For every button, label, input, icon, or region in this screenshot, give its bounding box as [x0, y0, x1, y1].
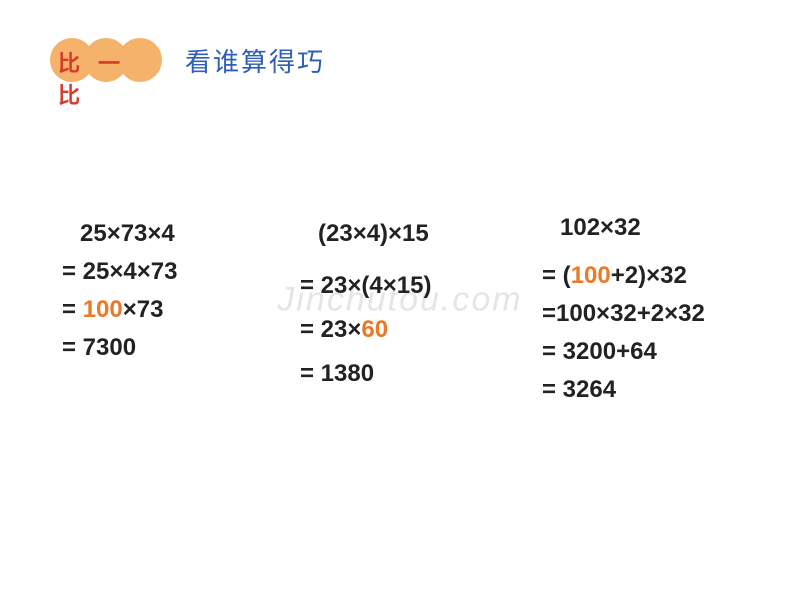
p1-l3-a: = [62, 296, 83, 323]
p3-l2-a: = ( [542, 262, 571, 289]
problem-3: 102×32 = (100+2)×32 =100×32+2×32 = 3200+… [542, 215, 772, 409]
p1-l3-highlight: 100 [83, 296, 123, 323]
p3-l2-highlight: 100 [571, 262, 611, 289]
badge-text: 比一比 [58, 46, 165, 110]
p3-line4: = 3200+64 [542, 333, 772, 371]
p2-line4: = 1380 [300, 355, 516, 393]
p2-l3-a: = 23× [300, 316, 361, 343]
p3-line5: = 3264 [542, 371, 772, 409]
header-row: 比一比 看谁算得巧 [50, 38, 325, 82]
p3-line3: =100×32+2×32 [542, 295, 772, 333]
p2-line1: (23×4)×15 [300, 215, 516, 253]
problem-2: (23×4)×15 = 23×(4×15) = 23×60 = 1380 [300, 215, 516, 409]
p1-line4: = 7300 [62, 329, 262, 367]
p3-line2: = (100+2)×32 [542, 257, 772, 295]
badge-circles: 比一比 [50, 38, 165, 82]
p3-line1: 102×32 [542, 209, 772, 247]
problem-1: 25×73×4 = 25×4×73 = 100×73 = 7300 [62, 215, 262, 409]
p2-line3: = 23×60 [300, 311, 516, 349]
p1-line2: = 25×4×73 [62, 253, 262, 291]
p2-line2: = 23×(4×15) [300, 267, 516, 305]
p2-l3-highlight: 60 [361, 316, 388, 343]
p1-line3: = 100×73 [62, 291, 262, 329]
p1-line1: 25×73×4 [62, 215, 262, 253]
p3-l2-c: +2)×32 [611, 262, 687, 289]
problems-container: 25×73×4 = 25×4×73 = 100×73 = 7300 (23×4)… [0, 215, 800, 409]
p1-l3-c: ×73 [123, 296, 164, 323]
page-title: 看谁算得巧 [185, 42, 325, 79]
